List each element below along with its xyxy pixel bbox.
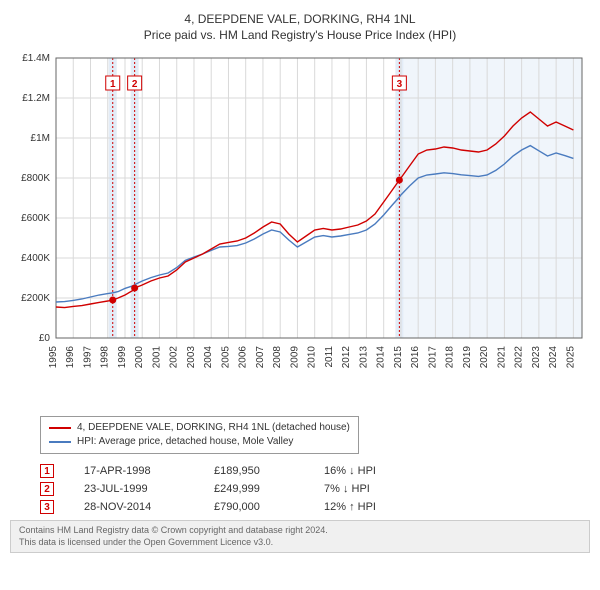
svg-text:1999: 1999 — [117, 346, 128, 369]
svg-text:1997: 1997 — [82, 346, 93, 369]
transaction-diff: 16% ↓ HPI — [324, 465, 414, 477]
svg-text:2009: 2009 — [289, 346, 300, 369]
legend: 4, DEEPDENE VALE, DORKING, RH4 1NL (deta… — [40, 416, 359, 454]
svg-text:2: 2 — [132, 79, 138, 90]
transaction-diff: 12% ↑ HPI — [324, 501, 414, 513]
price-chart: £0 £200K £400K £600K £800K £1M £1.2M £1.4M 1995 1… — [10, 48, 590, 408]
svg-text:2020: 2020 — [479, 346, 490, 369]
transaction-row: 3 28-NOV-2014 £790,000 12% ↑ HPI — [40, 500, 590, 514]
svg-text:£400K: £400K — [21, 253, 50, 264]
svg-text:2016: 2016 — [410, 346, 421, 369]
legend-item-property: 4, DEEPDENE VALE, DORKING, RH4 1NL (deta… — [49, 421, 350, 435]
legend-swatch-hpi — [49, 441, 71, 443]
legend-label-property: 4, DEEPDENE VALE, DORKING, RH4 1NL (deta… — [77, 421, 350, 435]
transaction-date: 17-APR-1998 — [84, 465, 184, 477]
chart-svg: £0 £200K £400K £600K £800K £1M £1.2M £1.4M 1995 1… — [10, 48, 590, 408]
transaction-table: 1 17-APR-1998 £189,950 16% ↓ HPI 2 23-JUL-199… — [40, 464, 590, 514]
svg-text:2001: 2001 — [151, 346, 162, 369]
svg-text:2015: 2015 — [393, 346, 404, 369]
svg-text:3: 3 — [397, 79, 403, 90]
chart-subtitle: Price paid vs. HM Land Registry's House … — [10, 28, 590, 42]
svg-text:£0: £0 — [39, 333, 51, 344]
license-notice: Contains HM Land Registry data © Crown c… — [10, 520, 590, 553]
svg-text:2019: 2019 — [462, 346, 473, 369]
svg-text:1996: 1996 — [65, 346, 76, 369]
legend-item-hpi: HPI: Average price, detached house, Mole… — [49, 435, 350, 449]
chart-title: 4, DEEPDENE VALE, DORKING, RH4 1NL — [10, 12, 590, 26]
legend-swatch-property — [49, 427, 71, 429]
svg-text:2007: 2007 — [255, 346, 266, 369]
svg-text:2003: 2003 — [186, 346, 197, 369]
license-line-2: This data is licensed under the Open Gov… — [19, 537, 581, 549]
svg-text:2005: 2005 — [220, 346, 231, 369]
transaction-price: £790,000 — [214, 501, 294, 513]
transaction-marker: 1 — [40, 464, 54, 478]
transaction-marker: 3 — [40, 500, 54, 514]
svg-text:2014: 2014 — [376, 346, 387, 369]
svg-text:2013: 2013 — [358, 346, 369, 369]
svg-text:2022: 2022 — [514, 346, 525, 369]
svg-text:£1.4M: £1.4M — [22, 53, 50, 64]
svg-text:2021: 2021 — [496, 346, 507, 369]
svg-text:£600K: £600K — [21, 213, 50, 224]
transaction-diff: 7% ↓ HPI — [324, 483, 414, 495]
svg-text:£1M: £1M — [31, 133, 50, 144]
transaction-row: 1 17-APR-1998 £189,950 16% ↓ HPI — [40, 464, 590, 478]
transaction-price: £189,950 — [214, 465, 294, 477]
svg-text:2025: 2025 — [565, 346, 576, 369]
transaction-date: 23-JUL-1999 — [84, 483, 184, 495]
svg-text:1995: 1995 — [48, 346, 59, 369]
svg-text:2010: 2010 — [307, 346, 318, 369]
svg-text:2011: 2011 — [324, 346, 335, 368]
svg-text:£800K: £800K — [21, 173, 50, 184]
transaction-marker: 2 — [40, 482, 54, 496]
svg-text:2002: 2002 — [169, 346, 180, 369]
svg-text:2008: 2008 — [272, 346, 283, 369]
transaction-date: 28-NOV-2014 — [84, 501, 184, 513]
svg-text:2023: 2023 — [531, 346, 542, 369]
svg-text:2017: 2017 — [427, 346, 438, 369]
license-line-1: Contains HM Land Registry data © Crown c… — [19, 525, 581, 537]
transaction-row: 2 23-JUL-1999 £249,999 7% ↓ HPI — [40, 482, 590, 496]
svg-text:1998: 1998 — [100, 346, 111, 369]
svg-text:2018: 2018 — [445, 346, 456, 369]
svg-text:1: 1 — [110, 79, 116, 90]
svg-text:2004: 2004 — [203, 346, 214, 369]
svg-text:£200K: £200K — [21, 293, 50, 304]
svg-text:£1.2M: £1.2M — [22, 93, 50, 104]
svg-text:2000: 2000 — [134, 346, 145, 369]
svg-text:2006: 2006 — [238, 346, 249, 369]
transaction-price: £249,999 — [214, 483, 294, 495]
svg-text:2012: 2012 — [341, 346, 352, 369]
legend-label-hpi: HPI: Average price, detached house, Mole… — [77, 435, 293, 449]
svg-text:2024: 2024 — [548, 346, 559, 369]
